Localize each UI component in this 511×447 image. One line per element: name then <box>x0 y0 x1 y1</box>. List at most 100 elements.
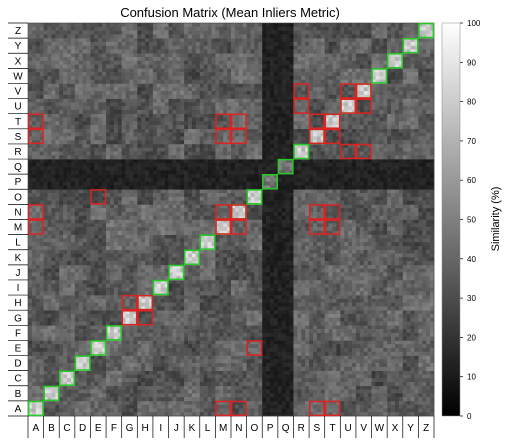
heatmap-cell <box>309 83 325 99</box>
heatmap-cell <box>199 310 216 326</box>
x-tick-label: H <box>141 423 148 434</box>
heatmap-cell <box>28 355 44 371</box>
heatmap-cell <box>74 143 91 160</box>
heatmap-cell <box>199 83 216 99</box>
heatmap-cell <box>293 249 310 266</box>
heatmap-cell <box>371 279 388 296</box>
heatmap-cell <box>121 249 138 266</box>
heatmap-cell <box>324 38 341 54</box>
x-tick-label: S <box>314 423 321 434</box>
heatmap-cell <box>184 159 201 175</box>
heatmap-cell <box>199 234 216 251</box>
heatmap-cell <box>184 249 201 266</box>
heatmap-cell <box>90 113 107 130</box>
heatmap-cell <box>43 385 60 402</box>
heatmap-cell <box>59 174 76 190</box>
heatmap-cell <box>59 204 76 220</box>
x-tick-label: M <box>219 423 227 434</box>
heatmap-cell <box>199 68 216 84</box>
heatmap-cell <box>184 204 201 220</box>
heatmap-cell <box>324 219 341 235</box>
heatmap-cell <box>184 310 201 326</box>
heatmap-cell <box>371 189 388 205</box>
heatmap-cell <box>152 53 169 69</box>
heatmap-cell <box>137 68 154 84</box>
heatmap-cell <box>90 204 107 220</box>
heatmap-cell <box>246 295 263 311</box>
heatmap-cell <box>74 38 91 54</box>
heatmap-cell <box>43 53 60 69</box>
heatmap-cell <box>340 143 357 160</box>
heatmap-cell <box>28 174 44 190</box>
x-tick-label: X <box>392 423 399 434</box>
heatmap-cell <box>309 279 325 296</box>
y-tick-label: G <box>14 313 22 324</box>
heatmap-cell <box>387 219 404 235</box>
y-tick-label: B <box>15 389 22 400</box>
heatmap-cell <box>262 83 279 99</box>
heatmap-cell <box>199 279 216 296</box>
heatmap-cell <box>355 174 372 190</box>
x-tick-label: E <box>95 423 102 434</box>
heatmap-cell <box>43 143 60 160</box>
heatmap-cell <box>106 189 122 205</box>
heatmap-cell <box>418 295 435 311</box>
heatmap-cell <box>74 98 91 114</box>
heatmap-cell <box>231 310 247 326</box>
confusion-box <box>90 189 107 205</box>
heatmap-cell <box>355 385 372 402</box>
heatmap-cell <box>74 249 91 266</box>
heatmap-cell <box>28 295 44 311</box>
heatmap-cell <box>28 370 44 387</box>
y-tick-label: X <box>15 56 22 67</box>
heatmap-cell <box>402 189 419 205</box>
heatmap-cell <box>28 143 44 160</box>
heatmap-cell <box>231 400 247 417</box>
heatmap-cell <box>59 370 76 387</box>
heatmap-cell <box>90 143 107 160</box>
y-tick-label: Q <box>14 162 22 173</box>
heatmap-cell <box>59 355 76 371</box>
heatmap-cell <box>137 98 154 114</box>
heatmap-cell <box>90 340 107 356</box>
colorbar-tick-label: 0 <box>467 412 472 421</box>
heatmap-cell <box>262 38 279 54</box>
heatmap-cell <box>184 295 201 311</box>
heatmap-cell <box>387 128 404 145</box>
x-tick-label: A <box>32 423 39 434</box>
heatmap-cell <box>43 113 60 130</box>
heatmap-cell <box>309 128 325 145</box>
heatmap-cell <box>277 143 294 160</box>
heatmap-cell <box>168 385 185 402</box>
heatmap-cell <box>340 23 357 39</box>
heatmap-cell <box>152 295 169 311</box>
heatmap-cell <box>137 264 154 281</box>
heatmap-cell <box>293 370 310 387</box>
heatmap-cell <box>184 68 201 84</box>
heatmap-cell <box>28 83 44 99</box>
y-tick-label: Z <box>15 26 21 37</box>
heatmap-cell <box>418 310 435 326</box>
heatmap-cell <box>293 385 310 402</box>
heatmap-cell <box>74 159 91 175</box>
heatmap-cell <box>340 189 357 205</box>
heatmap-cell <box>74 370 91 387</box>
heatmap-cell <box>152 159 169 175</box>
x-tick-label: G <box>126 423 134 434</box>
heatmap-cell <box>277 113 294 130</box>
diagonal-match-box <box>262 174 278 190</box>
x-tick-label: U <box>344 423 351 434</box>
heatmap-cell <box>74 83 91 99</box>
heatmap-cell <box>418 189 435 205</box>
heatmap-cell <box>309 189 325 205</box>
heatmap-cell <box>137 310 154 326</box>
heatmap-cell <box>371 325 388 341</box>
heatmap-cell <box>74 264 91 281</box>
heatmap-cell <box>28 310 44 326</box>
heatmap-cell <box>199 53 216 69</box>
heatmap-cell <box>28 249 44 266</box>
heatmap-cell <box>324 159 341 175</box>
heatmap-cell <box>355 83 372 99</box>
heatmap-cell <box>74 355 91 371</box>
x-tick-label: Y <box>407 423 414 434</box>
